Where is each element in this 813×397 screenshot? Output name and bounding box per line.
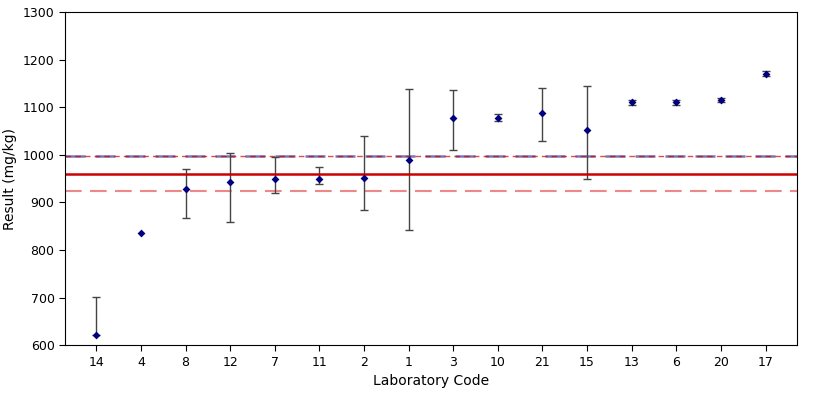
Y-axis label: Result (mg/kg): Result (mg/kg) <box>3 128 17 229</box>
Point <box>536 110 549 116</box>
Point <box>268 175 281 182</box>
Point <box>670 99 683 106</box>
Point <box>89 332 102 338</box>
Point <box>446 114 459 121</box>
Point <box>491 114 504 121</box>
Point <box>179 186 192 192</box>
Point <box>759 71 772 77</box>
X-axis label: Laboratory Code: Laboratory Code <box>373 374 489 388</box>
Point <box>715 97 728 103</box>
Point <box>224 179 237 186</box>
Point <box>313 175 326 182</box>
Point <box>402 156 415 163</box>
Point <box>134 230 147 237</box>
Point <box>358 175 371 181</box>
Point <box>625 99 638 106</box>
Point <box>580 127 593 133</box>
